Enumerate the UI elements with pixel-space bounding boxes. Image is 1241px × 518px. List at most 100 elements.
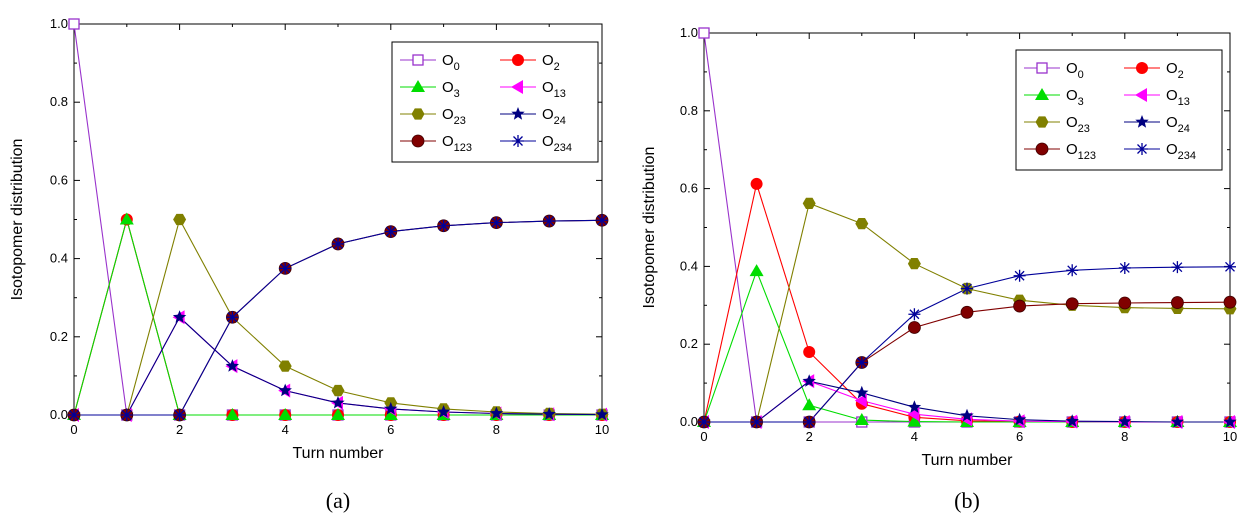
data-point-o24: [595, 407, 609, 421]
data-point-o3: [331, 408, 345, 420]
data-point-o3: [907, 414, 922, 427]
data-point-o234: [1013, 269, 1026, 282]
data-point-o0: [68, 18, 80, 30]
data-point-o234: [543, 215, 556, 228]
x-axis-label: Turn number: [293, 445, 385, 462]
data-point-o24: [331, 395, 345, 409]
data-point-o234: [437, 219, 450, 232]
legend-marker: [512, 135, 524, 147]
data-point-o234: [803, 416, 816, 428]
legend-marker: [1035, 116, 1049, 128]
legend-box: [1015, 49, 1223, 171]
x-tick-label: 4: [282, 422, 289, 437]
data-point-o234: [698, 416, 710, 428]
data-point-o2: [750, 177, 763, 190]
chart-panel: 0 2 4 6 8 10 0.0 0.2 0.4 0.6 0.8 1.0 Turn number Isot…: [641, 25, 1237, 513]
data-point-o3: [749, 264, 764, 277]
data-point-o123: [1118, 296, 1132, 310]
y-axis-label: Isotopomer distribution: [641, 147, 658, 309]
data-point-o3: [225, 408, 240, 420]
x-tick-label: 10: [1223, 429, 1237, 444]
chart-panel: 0 2 4 6 8 10 0.0 0.2 0.4 0.6 0.8 1.0 Turn number Isot…: [9, 16, 609, 513]
data-point-o23: [855, 218, 869, 230]
y-axis-label: Isotopomer distribution: [9, 139, 26, 301]
data-point-o123: [1223, 295, 1237, 309]
legend-marker: [1135, 88, 1147, 102]
data-point-o3: [802, 398, 817, 411]
series-group: [67, 18, 609, 422]
legend-label-o24: O24: [542, 106, 566, 127]
legend-label-o3: O3: [442, 79, 460, 100]
data-point-o234: [1171, 261, 1184, 274]
x-tick-label: 6: [1016, 429, 1023, 444]
x-tick-label: 8: [493, 422, 500, 437]
y-tick-label: 0.6: [50, 172, 68, 187]
data-point-o234: [1066, 264, 1079, 277]
legend-label-o13: O13: [542, 79, 566, 100]
data-point-o24: [278, 383, 292, 397]
data-point-o23: [278, 360, 292, 372]
x-tick-label: 6: [387, 422, 394, 437]
data-point-o24: [384, 401, 398, 415]
legend: O0 O2 O3 O13 O23 O24 O123 O234: [391, 41, 599, 163]
series-group: [697, 27, 1237, 429]
data-point-o24: [489, 406, 504, 420]
legend-label-o23: O23: [442, 106, 466, 127]
data-point-o3: [854, 413, 869, 426]
legend-marker: [1035, 88, 1049, 100]
y-tick-label: 0.8: [680, 103, 698, 118]
legend-marker: [412, 54, 424, 66]
data-point-o123: [960, 305, 974, 319]
y-tick-label: 1.0: [50, 16, 68, 31]
y-tick-label: 0.6: [680, 181, 698, 196]
y-tick-label: 1.0: [680, 25, 698, 40]
data-point-o234: [173, 409, 186, 421]
data-point-o234: [1118, 261, 1131, 274]
y-tick-label: 0.8: [50, 94, 68, 109]
legend-marker: [511, 80, 523, 94]
x-tick-label: 2: [806, 429, 813, 444]
data-point-o24: [1012, 412, 1027, 426]
data-point-o234: [68, 409, 80, 421]
data-point-o3: [383, 408, 398, 420]
data-point-o23: [331, 384, 345, 397]
y-tick-label: 0.4: [680, 258, 698, 273]
x-axis-label: Turn number: [922, 452, 1014, 469]
legend-marker: [411, 108, 425, 120]
legend-label-o24: O24: [1166, 114, 1190, 135]
data-point-o24: [1170, 415, 1185, 428]
legend-label-o0: O0: [442, 52, 460, 73]
data-point-o234: [120, 409, 133, 421]
legend-marker: [1036, 62, 1048, 74]
series-line-o123: [704, 301, 1231, 423]
legend-marker: [511, 107, 525, 120]
legend-marker: [411, 134, 425, 148]
data-point-o24: [855, 385, 869, 399]
panel-label: (b): [954, 488, 980, 513]
panel-label: (a): [326, 488, 350, 513]
data-point-o234: [490, 216, 503, 229]
data-point-o0: [698, 27, 710, 39]
data-point-o234: [384, 225, 397, 238]
y-tick-label: 0.0: [680, 414, 698, 429]
y-tick-label: 0.4: [50, 251, 68, 266]
data-point-o234: [855, 356, 868, 369]
legend-marker: [1035, 142, 1049, 156]
legend-box: [391, 41, 599, 163]
y-tick-label: 0.2: [680, 336, 698, 351]
data-point-o234: [750, 416, 763, 428]
legend-label-o123: O123: [1066, 141, 1096, 162]
data-point-o24: [960, 408, 974, 422]
data-point-o24: [907, 400, 922, 413]
legend-marker: [1135, 115, 1149, 128]
legend-marker: [512, 54, 524, 66]
legend-label-o23: O23: [1066, 114, 1090, 135]
data-point-o24: [802, 374, 816, 387]
data-point-o234: [332, 237, 344, 250]
legend: O0 O2 O3 O13 O23 O24 O123 O234: [1015, 49, 1223, 171]
data-point-o234: [908, 308, 921, 321]
legend-label-o0: O0: [1066, 60, 1084, 81]
legend-marker: [411, 80, 425, 92]
legend-label-o234: O234: [542, 133, 572, 154]
